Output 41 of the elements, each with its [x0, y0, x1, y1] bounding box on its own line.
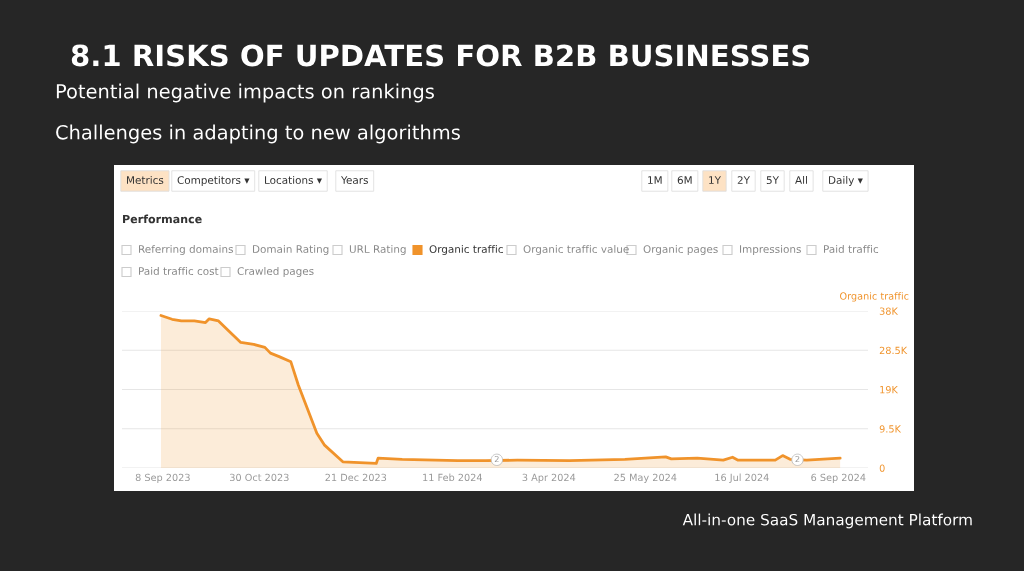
chart-subtitle: Potential negative impacts on rankings Challenges in adapting to new algorithms: [56, 83, 460, 144]
chart-title: 8.1 RISKS OF UPDATES FOR B2B BUSINESSES: [71, 44, 810, 67]
text: Competitors ▾: [177, 175, 250, 187]
text: Crawled pages: [237, 266, 314, 278]
text: URL Rating: [349, 244, 406, 256]
text: Paid traffic cost: [139, 266, 219, 276]
text: 1M: [648, 176, 662, 184]
y-tick-label: 38K: [879, 307, 899, 315]
text: 5Y: [766, 176, 780, 185]
text: 2Y: [737, 176, 751, 184]
annotation: 2: [795, 455, 800, 463]
text: Locations ▾: [265, 175, 322, 185]
text: Years: [340, 176, 368, 185]
text: Organic pages: [643, 244, 718, 256]
y-axis-title: Organic traffic: [840, 292, 909, 302]
text: 1Y: [709, 176, 722, 184]
y-tick-label: 19K: [880, 385, 899, 394]
legend-label: Organic traffic: [429, 244, 503, 256]
text: All-in-one SaaS Management Platform: [682, 513, 972, 529]
x-tick-label: 16 Jul 2024: [715, 473, 769, 483]
x-tick-label: 25 May 2024: [614, 473, 677, 483]
text: Impressions: [740, 244, 801, 256]
x-tick-label: 11 Feb 2024: [423, 473, 483, 482]
x-tick-label: 6 Sep 2024: [811, 473, 866, 483]
x-tick-label: 3 Apr 2024: [522, 473, 576, 483]
text: Metrics: [127, 175, 164, 185]
y-tick-label: 9.5K: [879, 425, 902, 433]
x-tick-label: 8 Sep 2023: [135, 473, 190, 483]
text: 6M: [677, 176, 692, 185]
text: All: [795, 175, 807, 184]
x-tick-label: 30 Oct 2023: [230, 473, 289, 482]
text: Referring domains: [139, 244, 233, 256]
annotation: 2: [494, 455, 499, 463]
text: Domain Rating: [253, 244, 329, 256]
y-tick-label: 0: [879, 464, 885, 472]
text: Paid traffic: [824, 244, 879, 254]
text: Daily ▾: [829, 175, 863, 187]
y-tick-label: 28.5K: [879, 346, 908, 355]
text: Organic traffic value: [523, 244, 629, 256]
x-tick-label: 21 Dec 2023: [325, 473, 387, 482]
text: Performance: [123, 214, 202, 224]
